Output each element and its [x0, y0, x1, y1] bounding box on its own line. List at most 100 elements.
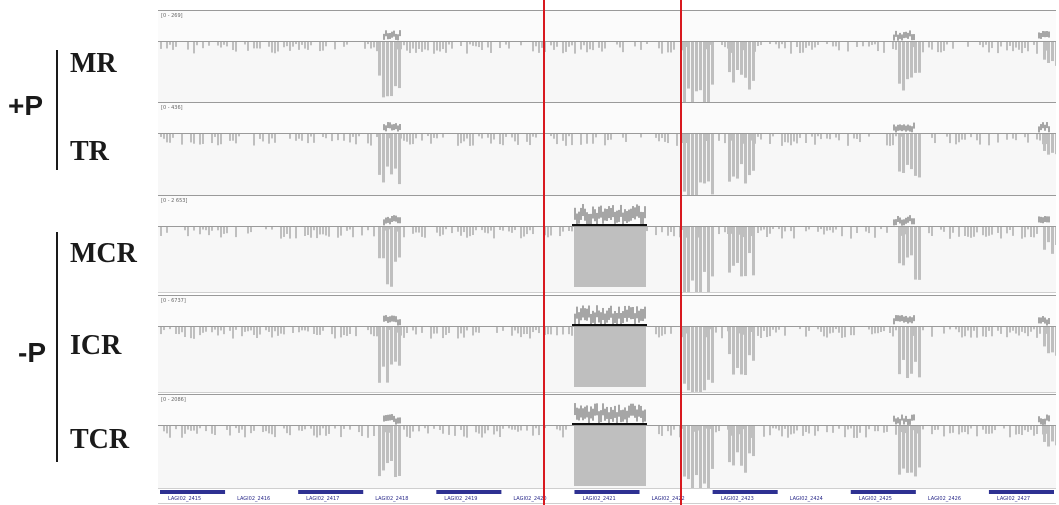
read — [931, 227, 933, 236]
coverage-bar — [397, 417, 399, 424]
induced-read — [584, 426, 586, 486]
read — [832, 426, 834, 433]
gene-label: LAGI02_2421 — [582, 496, 616, 502]
track-mr[interactable]: [0 - 269] — [158, 10, 1056, 108]
read-pileup — [744, 134, 747, 184]
induced-coverage — [594, 209, 596, 222]
highlight-line-left — [543, 0, 545, 505]
read-pileup — [744, 426, 747, 473]
read-pileup — [386, 327, 389, 383]
read — [463, 426, 465, 437]
read — [1027, 426, 1029, 432]
read — [289, 426, 291, 436]
read — [937, 426, 939, 430]
read — [853, 426, 855, 438]
read — [409, 134, 411, 145]
read — [793, 134, 795, 142]
read — [250, 327, 252, 331]
read — [433, 426, 435, 429]
read — [193, 327, 195, 339]
read — [586, 134, 588, 144]
track-tr[interactable]: [0 - 436] — [158, 102, 1056, 200]
induced-coverage — [590, 406, 592, 419]
induced-read — [606, 426, 608, 486]
induced-read — [582, 327, 584, 387]
induced-read — [612, 327, 614, 387]
plus-p-bracket — [56, 50, 58, 170]
read — [244, 426, 246, 438]
read — [769, 134, 771, 144]
read — [229, 134, 231, 141]
read — [334, 327, 336, 339]
read — [778, 42, 780, 49]
read — [763, 327, 765, 331]
gene-annotation-track[interactable]: LAGI02_2415 LAGI02_2416 LAGI02_2417 LAGI02_… — [158, 488, 1056, 504]
read — [298, 327, 300, 333]
read — [433, 327, 435, 334]
read-pileup — [695, 426, 698, 476]
read — [343, 42, 345, 47]
read-pileup — [683, 42, 686, 107]
induced-read — [620, 327, 622, 387]
read — [283, 42, 285, 48]
read — [274, 426, 276, 438]
read — [211, 426, 213, 434]
induced-coverage — [614, 211, 616, 224]
read — [178, 327, 180, 335]
induced-read — [614, 426, 616, 486]
read — [358, 426, 360, 433]
read — [427, 42, 429, 51]
read — [529, 327, 531, 339]
induced-coverage — [616, 210, 618, 223]
induced-read — [584, 327, 586, 387]
read-pileup — [1043, 42, 1046, 60]
read-pileup — [711, 227, 714, 277]
read — [532, 42, 534, 52]
read — [322, 327, 324, 331]
read-pileup — [711, 42, 714, 85]
read-pileup — [752, 327, 755, 361]
read — [715, 327, 717, 333]
coverage-bar — [391, 315, 393, 322]
read — [784, 327, 786, 336]
track-mcr[interactable]: [0 - 2 653] — [158, 195, 1056, 293]
read — [283, 426, 285, 429]
read — [418, 42, 420, 49]
induced-coverage — [624, 407, 626, 420]
read-pileup — [707, 327, 710, 380]
read-pileup — [906, 227, 909, 258]
induced-read — [624, 227, 626, 287]
read — [961, 327, 963, 338]
read — [766, 327, 768, 338]
read — [622, 134, 624, 138]
read — [322, 227, 324, 235]
genome-browser-view[interactable]: [0 - 269] [0 - 436] [0 - 2 653] [0 - 673… — [158, 10, 1056, 505]
induced-read — [592, 327, 594, 387]
read — [967, 227, 969, 237]
read-pileup — [687, 42, 690, 89]
induced-coverage — [632, 403, 634, 416]
read — [295, 134, 297, 141]
read — [235, 227, 237, 238]
read — [271, 227, 273, 230]
read — [268, 327, 270, 332]
coverage-bar — [911, 218, 913, 225]
read — [817, 42, 819, 45]
read — [196, 42, 198, 46]
read — [607, 134, 609, 141]
read — [304, 227, 306, 236]
track-tcr[interactable]: [0 - 2086] — [158, 394, 1056, 492]
induced-read — [604, 426, 606, 486]
read — [442, 426, 444, 434]
coverage-bar — [907, 317, 909, 324]
track-icr[interactable]: [0 - 6737] — [158, 295, 1056, 393]
induced-coverage — [622, 409, 624, 422]
read — [934, 426, 936, 430]
read — [661, 327, 663, 336]
induced-coverage — [616, 412, 618, 425]
read — [247, 42, 249, 51]
read — [1006, 227, 1008, 234]
read — [568, 42, 570, 47]
read — [448, 327, 450, 334]
read — [436, 42, 438, 51]
